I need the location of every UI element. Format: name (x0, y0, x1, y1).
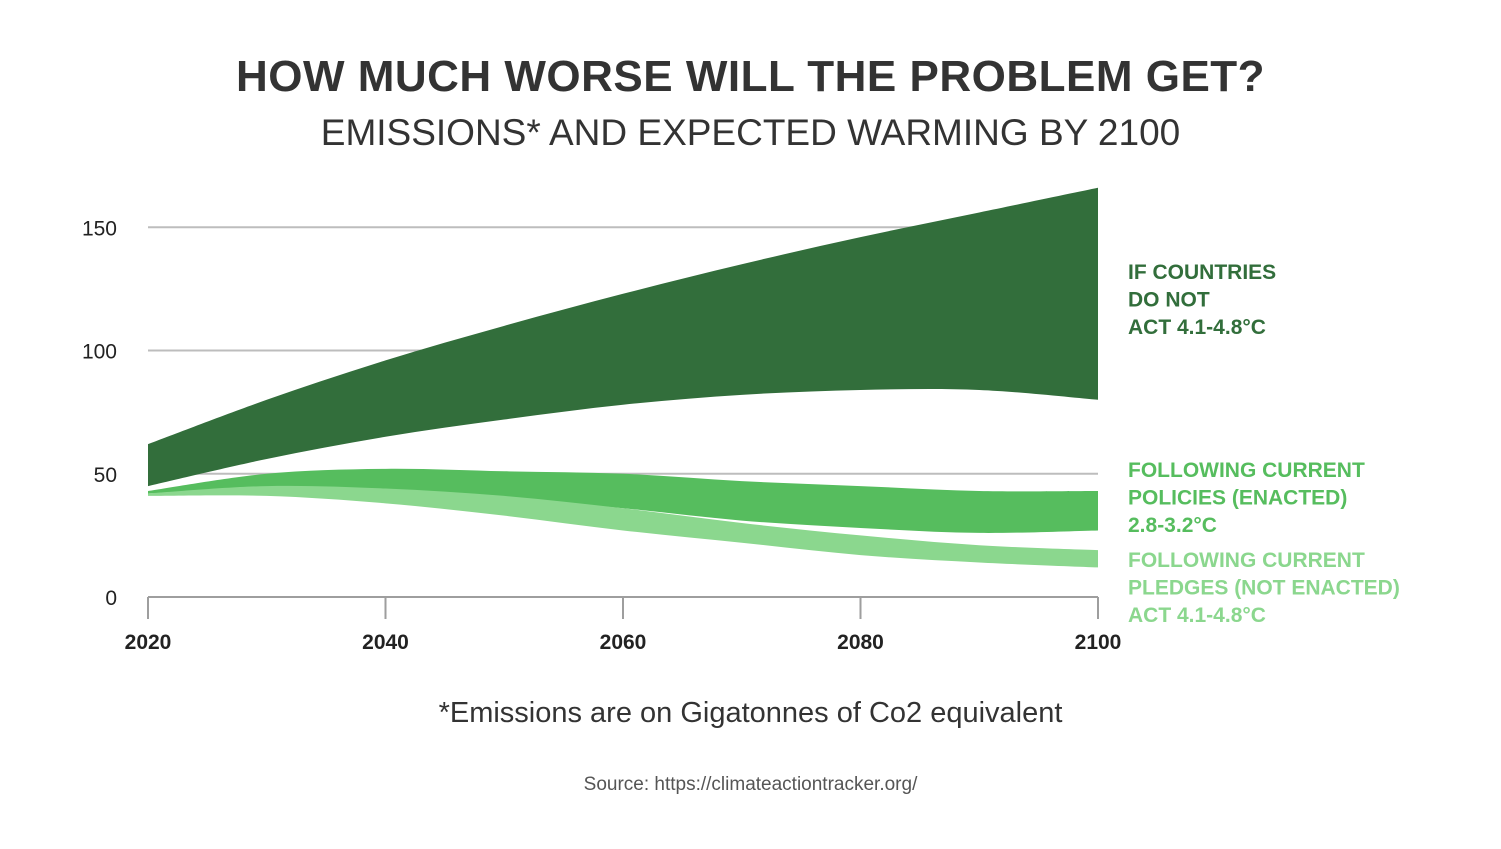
x-tick-label: 2040 (362, 631, 409, 654)
y-tick-label: 150 (82, 217, 117, 240)
series-label-line: POLICIES (ENACTED) (1128, 487, 1347, 510)
x-tick-label: 2100 (1075, 631, 1122, 654)
x-axis: 2020 2040 2060 2080 2100 (125, 596, 1122, 654)
series-label-line: 2.8-3.2°C (1128, 514, 1217, 537)
series-area-1 (148, 187, 1098, 487)
y-tick-label: 0 (105, 587, 117, 610)
y-axis: 0 50 100 150 (82, 217, 117, 610)
series-label-1: IF COUNTRIES DO NOT ACT 4.1-4.8°C (1128, 261, 1276, 339)
series-label-line: FOLLOWING CURRENT (1128, 459, 1365, 482)
series-label-line: IF COUNTRIES (1128, 261, 1276, 284)
y-tick-label: 100 (82, 341, 117, 364)
source-credit: Source: https://climateactiontracker.org… (583, 774, 918, 795)
series-label-line: ACT 4.1-4.8°C (1128, 316, 1266, 339)
x-tick-label: 2020 (125, 631, 172, 654)
series-label-3: FOLLOWING CURRENT PLEDGES (NOT ENACTED) AC… (1128, 549, 1400, 627)
footnote: *Emissions are on Gigatonnes of Co2 equi… (438, 697, 1063, 729)
series-label-line: PLEDGES (NOT ENACTED) (1128, 577, 1400, 600)
series-area-2 (148, 468, 1098, 533)
series-areas (148, 187, 1098, 568)
series-label-2: FOLLOWING CURRENT POLICIES (ENACTED) 2.8-3… (1128, 459, 1365, 537)
series-label-line: DO NOT (1128, 289, 1210, 312)
series-area-3 (148, 485, 1098, 568)
x-tick-label: 2080 (837, 631, 884, 654)
y-tick-label: 50 (94, 464, 117, 487)
series-label-line: ACT 4.1-4.8°C (1128, 604, 1266, 627)
x-tick-label: 2060 (600, 631, 647, 654)
series-label-line: FOLLOWING CURRENT (1128, 549, 1365, 572)
chart-subtitle: EMISSIONS* AND EXPECTED WARMING BY 2100 (320, 112, 1181, 153)
chart-title: HOW MUCH WORSE WILL THE PROBLEM GET? (235, 52, 1266, 101)
